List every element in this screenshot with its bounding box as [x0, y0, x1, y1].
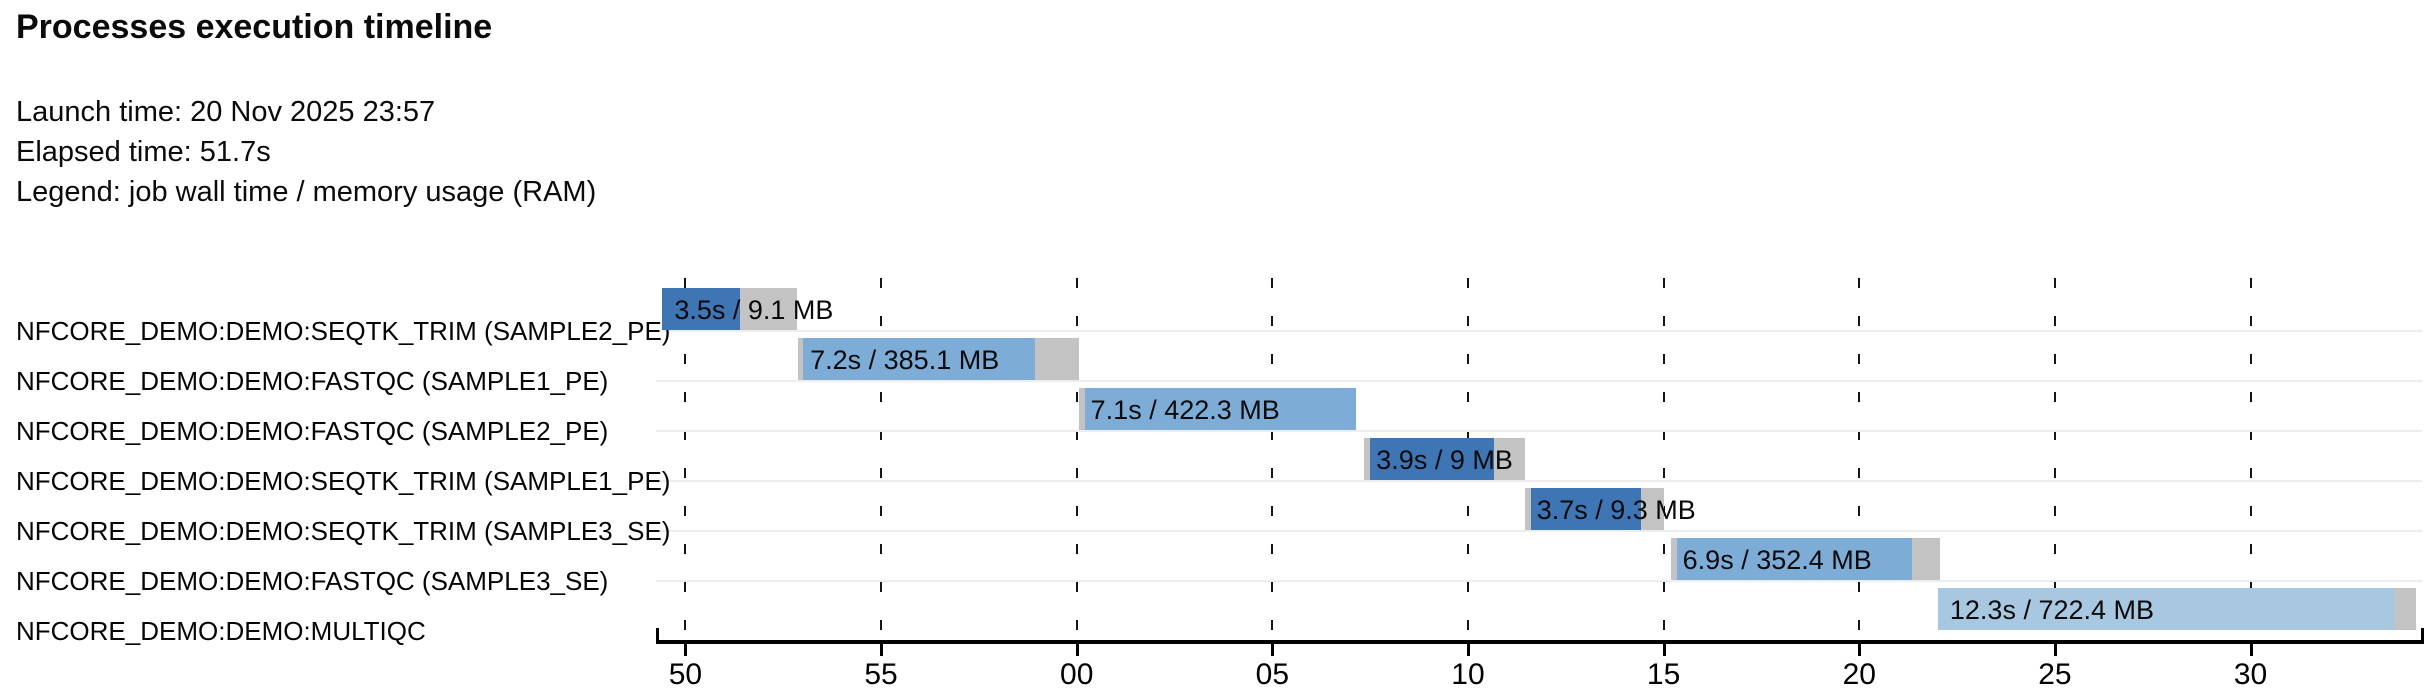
task-bar-label: 3.9s / 9 MB	[1376, 445, 1513, 475]
task-bar-segment	[798, 338, 804, 380]
axis-tick	[2249, 642, 2253, 656]
launch-time-text: Launch time: 20 Nov 2025 23:57	[16, 96, 436, 128]
axis-tick	[1271, 642, 1275, 656]
task-bar-segment	[740, 288, 798, 330]
task-bar[interactable]: 7.2s / 385.1 MB	[798, 338, 1079, 380]
task-bar-segment	[1640, 488, 1664, 530]
task-bar-segment	[1530, 488, 1641, 530]
task-bar[interactable]: 12.3s / 722.4 MB	[1937, 588, 2417, 630]
page-title: Processes execution timeline	[16, 8, 493, 46]
axis-tick	[1858, 642, 1862, 656]
task-bar-label: 7.2s / 385.1 MB	[810, 345, 1000, 375]
axis-end-bracket	[2421, 628, 2424, 642]
grid-line	[2053, 278, 2056, 640]
task-bar-segment	[1370, 438, 1494, 480]
task-bar[interactable]: 3.5s / 9.1 MB	[662, 288, 833, 330]
task-bar-segment	[1493, 438, 1525, 480]
axis-tick-label: 55	[864, 658, 898, 691]
row-separator	[656, 330, 2422, 332]
axis-tick	[1075, 642, 1079, 656]
task-bar-segment	[1676, 538, 1913, 580]
grid-line	[1075, 278, 1078, 640]
task-label: NFCORE_DEMO:DEMO:SEQTK_TRIM (SAMPLE2_PE)	[16, 316, 671, 346]
task-bar-segment	[662, 288, 741, 330]
task-bar-segment	[1524, 488, 1531, 530]
axis-tick-label: 50	[668, 658, 703, 691]
grid-line	[1271, 278, 1274, 640]
axis-tick-label: 25	[2038, 658, 2072, 691]
task-label: NFCORE_DEMO:DEMO:SEQTK_TRIM (SAMPLE3_SE)	[16, 516, 671, 546]
axis-tick	[1662, 642, 1666, 656]
axis-tick-label: 30	[2233, 658, 2268, 691]
task-bar[interactable]: 7.1s / 422.3 MB	[1078, 388, 1357, 430]
grid-line	[1662, 278, 1665, 640]
task-bar-segment	[1084, 388, 1357, 430]
task-label: NFCORE_DEMO:DEMO:SEQTK_TRIM (SAMPLE1_PE)	[16, 466, 671, 496]
task-bar-label: 6.9s / 352.4 MB	[1682, 545, 1872, 575]
x-axis-line	[656, 640, 2424, 644]
grid-line	[1858, 278, 1861, 640]
elapsed-time-text: Elapsed time: 51.7s	[16, 136, 271, 168]
row-separator	[656, 380, 2422, 382]
task-bar-segment	[1670, 538, 1677, 580]
axis-tick-label: 00	[1060, 658, 1094, 691]
axis-tick-label: 05	[1255, 658, 1290, 691]
task-bar-segment	[1364, 438, 1371, 480]
axis-tick-label: 20	[1842, 658, 1876, 691]
axis-end-bracket	[656, 628, 659, 642]
task-bar-segment	[803, 338, 1035, 380]
axis-tick	[2053, 642, 2057, 656]
task-bar-segment	[1912, 538, 1940, 580]
grid-line	[2249, 278, 2252, 640]
task-label: NFCORE_DEMO:DEMO:FASTQC (SAMPLE2_PE)	[16, 416, 609, 446]
task-bar-segment	[1034, 338, 1079, 380]
report-meta: Launch time: 20 Nov 2025 23:57 Elapsed t…	[16, 92, 596, 212]
task-bar-segment	[1078, 388, 1085, 430]
task-bar-label: 3.5s / 9.1 MB	[674, 295, 834, 325]
task-bar-label: 12.3s / 722.4 MB	[1949, 595, 2155, 625]
task-bar-label: 7.1s / 422.3 MB	[1090, 395, 1280, 425]
task-bar[interactable]: 6.9s / 352.4 MB	[1670, 538, 1940, 580]
grid-line	[880, 278, 883, 640]
axis-tick	[1466, 642, 1470, 656]
task-label: NFCORE_DEMO:DEMO:MULTIQC	[16, 616, 426, 646]
grid-line	[684, 278, 687, 640]
row-separator	[656, 530, 2422, 532]
row-separator	[656, 430, 2422, 432]
axis-tick	[880, 642, 884, 656]
task-bar-segment	[1937, 588, 2395, 630]
task-label: NFCORE_DEMO:DEMO:FASTQC (SAMPLE3_SE)	[16, 566, 609, 596]
task-label: NFCORE_DEMO:DEMO:FASTQC (SAMPLE1_PE)	[16, 366, 609, 396]
row-separator	[656, 480, 2422, 482]
axis-tick-label: 10	[1451, 658, 1485, 691]
task-bar-label: 3.7s / 9.3 MB	[1536, 495, 1696, 525]
row-separator	[656, 580, 2422, 582]
task-bar[interactable]: 3.9s / 9 MB	[1364, 438, 1525, 480]
task-bar[interactable]: 3.7s / 9.3 MB	[1524, 488, 1696, 530]
axis-tick-label: 15	[1646, 658, 1681, 691]
legend-text: Legend: job wall time / memory usage (RA…	[16, 176, 597, 208]
task-bar-segment	[2394, 588, 2417, 630]
axis-tick	[684, 642, 688, 656]
